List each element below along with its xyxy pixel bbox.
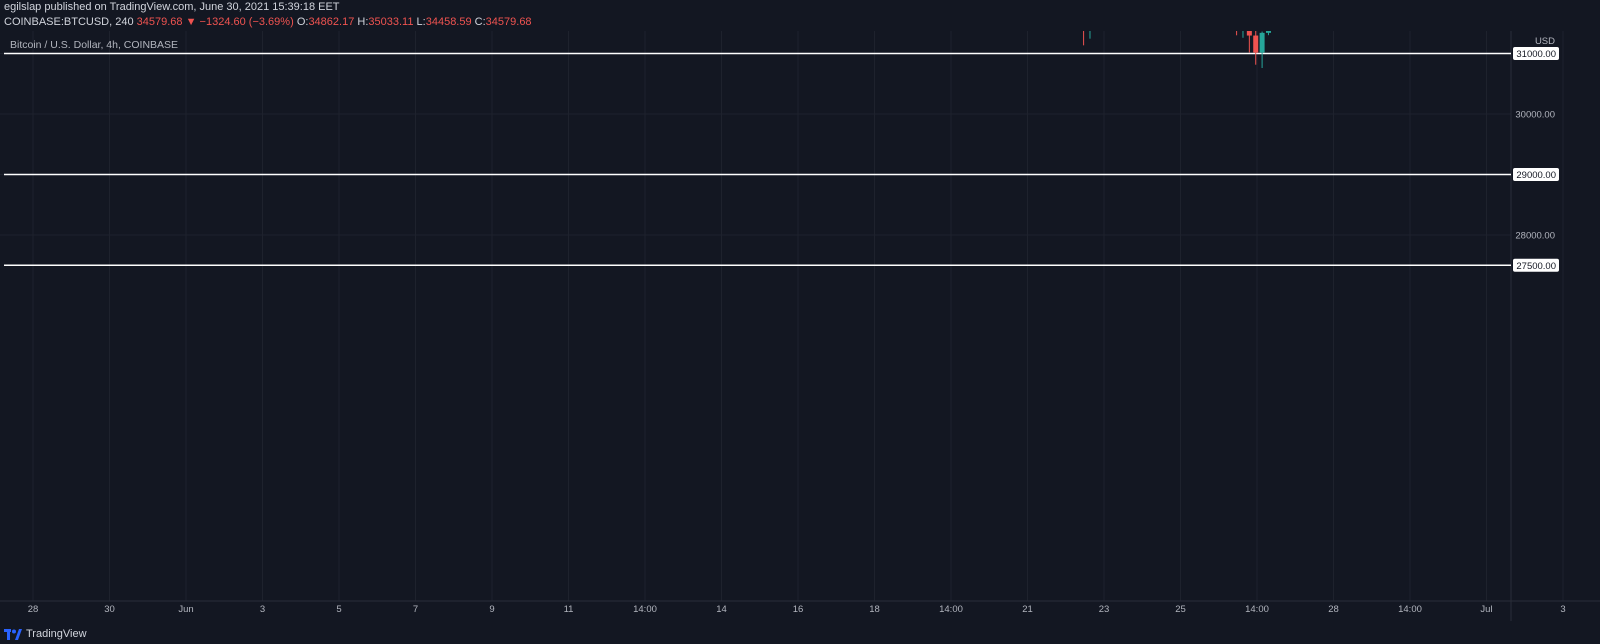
time-axis-tick-label: 14:00 — [633, 604, 657, 615]
level-price-tag — [1513, 258, 1559, 272]
level-price-tag-label: 29000.00 — [1516, 170, 1556, 181]
time-axis-tick-label: 11 — [564, 604, 574, 615]
time-axis-tick-label: Jul — [1480, 604, 1492, 615]
time-axis-tick-label: 18 — [869, 604, 880, 615]
price-axis-tick-label: 28000.00 — [1515, 231, 1555, 242]
level-price-tag — [1513, 168, 1559, 181]
time-axis-tick-label: 28 — [1328, 604, 1339, 615]
time-axis-tick-label: Jun — [178, 604, 193, 615]
time-axis-tick-label: 21 — [1022, 604, 1033, 615]
low-label: L: — [416, 16, 426, 28]
symbol-label: COINBASE:BTCUSD, 240 — [4, 16, 134, 28]
time-axis-tick-label: 14:00 — [1398, 604, 1422, 615]
price-axis-tick-label: 30000.00 — [1515, 110, 1555, 121]
open-label: O: — [296, 16, 309, 28]
time-axis-tick-label: 14 — [716, 604, 727, 615]
high-label: H: — [357, 16, 369, 28]
ohlc-line: COINBASE:BTCUSD, 240 34579.68 ▼ −1324.60… — [4, 16, 532, 29]
candle-body — [1259, 32, 1265, 53]
tradingview-brand: TradingView — [26, 628, 87, 640]
time-axis-tick-label: 7 — [413, 604, 418, 615]
time-axis-tick-label: 3 — [260, 604, 265, 615]
change-value: ▼ −1324.60 (−3.69%) — [185, 16, 294, 28]
time-axis-tick-label: 25 — [1175, 604, 1186, 615]
low-value: 34458.59 — [425, 16, 472, 28]
level-price-tag — [1513, 47, 1559, 60]
close-label: C: — [474, 16, 486, 28]
tradingview-logo-icon — [4, 628, 22, 640]
time-axis-tick-label: 14:00 — [1245, 604, 1269, 615]
time-axis-tick-label: 3 — [1560, 604, 1565, 615]
time-axis-tick-label: 28 — [28, 604, 39, 615]
candlestick-chart[interactable]: 28000.0030000.0032000.0033000.0034000.00… — [0, 31, 1600, 621]
close-value: 34579.68 — [485, 16, 532, 28]
candle-body — [1246, 31, 1252, 36]
chart-title: Bitcoin / U.S. Dollar, 4h, COINBASE — [10, 39, 179, 51]
last-price-value: 34579.68 — [136, 16, 183, 28]
time-axis-tick-label: 5 — [336, 604, 341, 615]
level-price-tag-label: 31000.00 — [1516, 49, 1556, 60]
open-value: 34862.17 — [308, 16, 355, 28]
candle-body — [1253, 35, 1259, 53]
footer: TradingView — [4, 624, 87, 644]
high-value: 35033.11 — [368, 16, 414, 28]
time-axis-tick-label: 16 — [793, 604, 804, 615]
candle-body — [1265, 31, 1271, 33]
time-axis-tick-label: 23 — [1099, 604, 1110, 615]
published-line: egilslap published on TradingView.com, J… — [4, 1, 340, 13]
time-axis-tick-label: 30 — [104, 604, 115, 615]
level-price-tag-label: 27500.00 — [1516, 261, 1556, 272]
time-axis-tick-label: 9 — [489, 604, 494, 615]
time-axis-tick-label: 14:00 — [939, 604, 963, 615]
currency-label: USD — [1535, 36, 1555, 47]
chart-background — [0, 31, 1600, 621]
